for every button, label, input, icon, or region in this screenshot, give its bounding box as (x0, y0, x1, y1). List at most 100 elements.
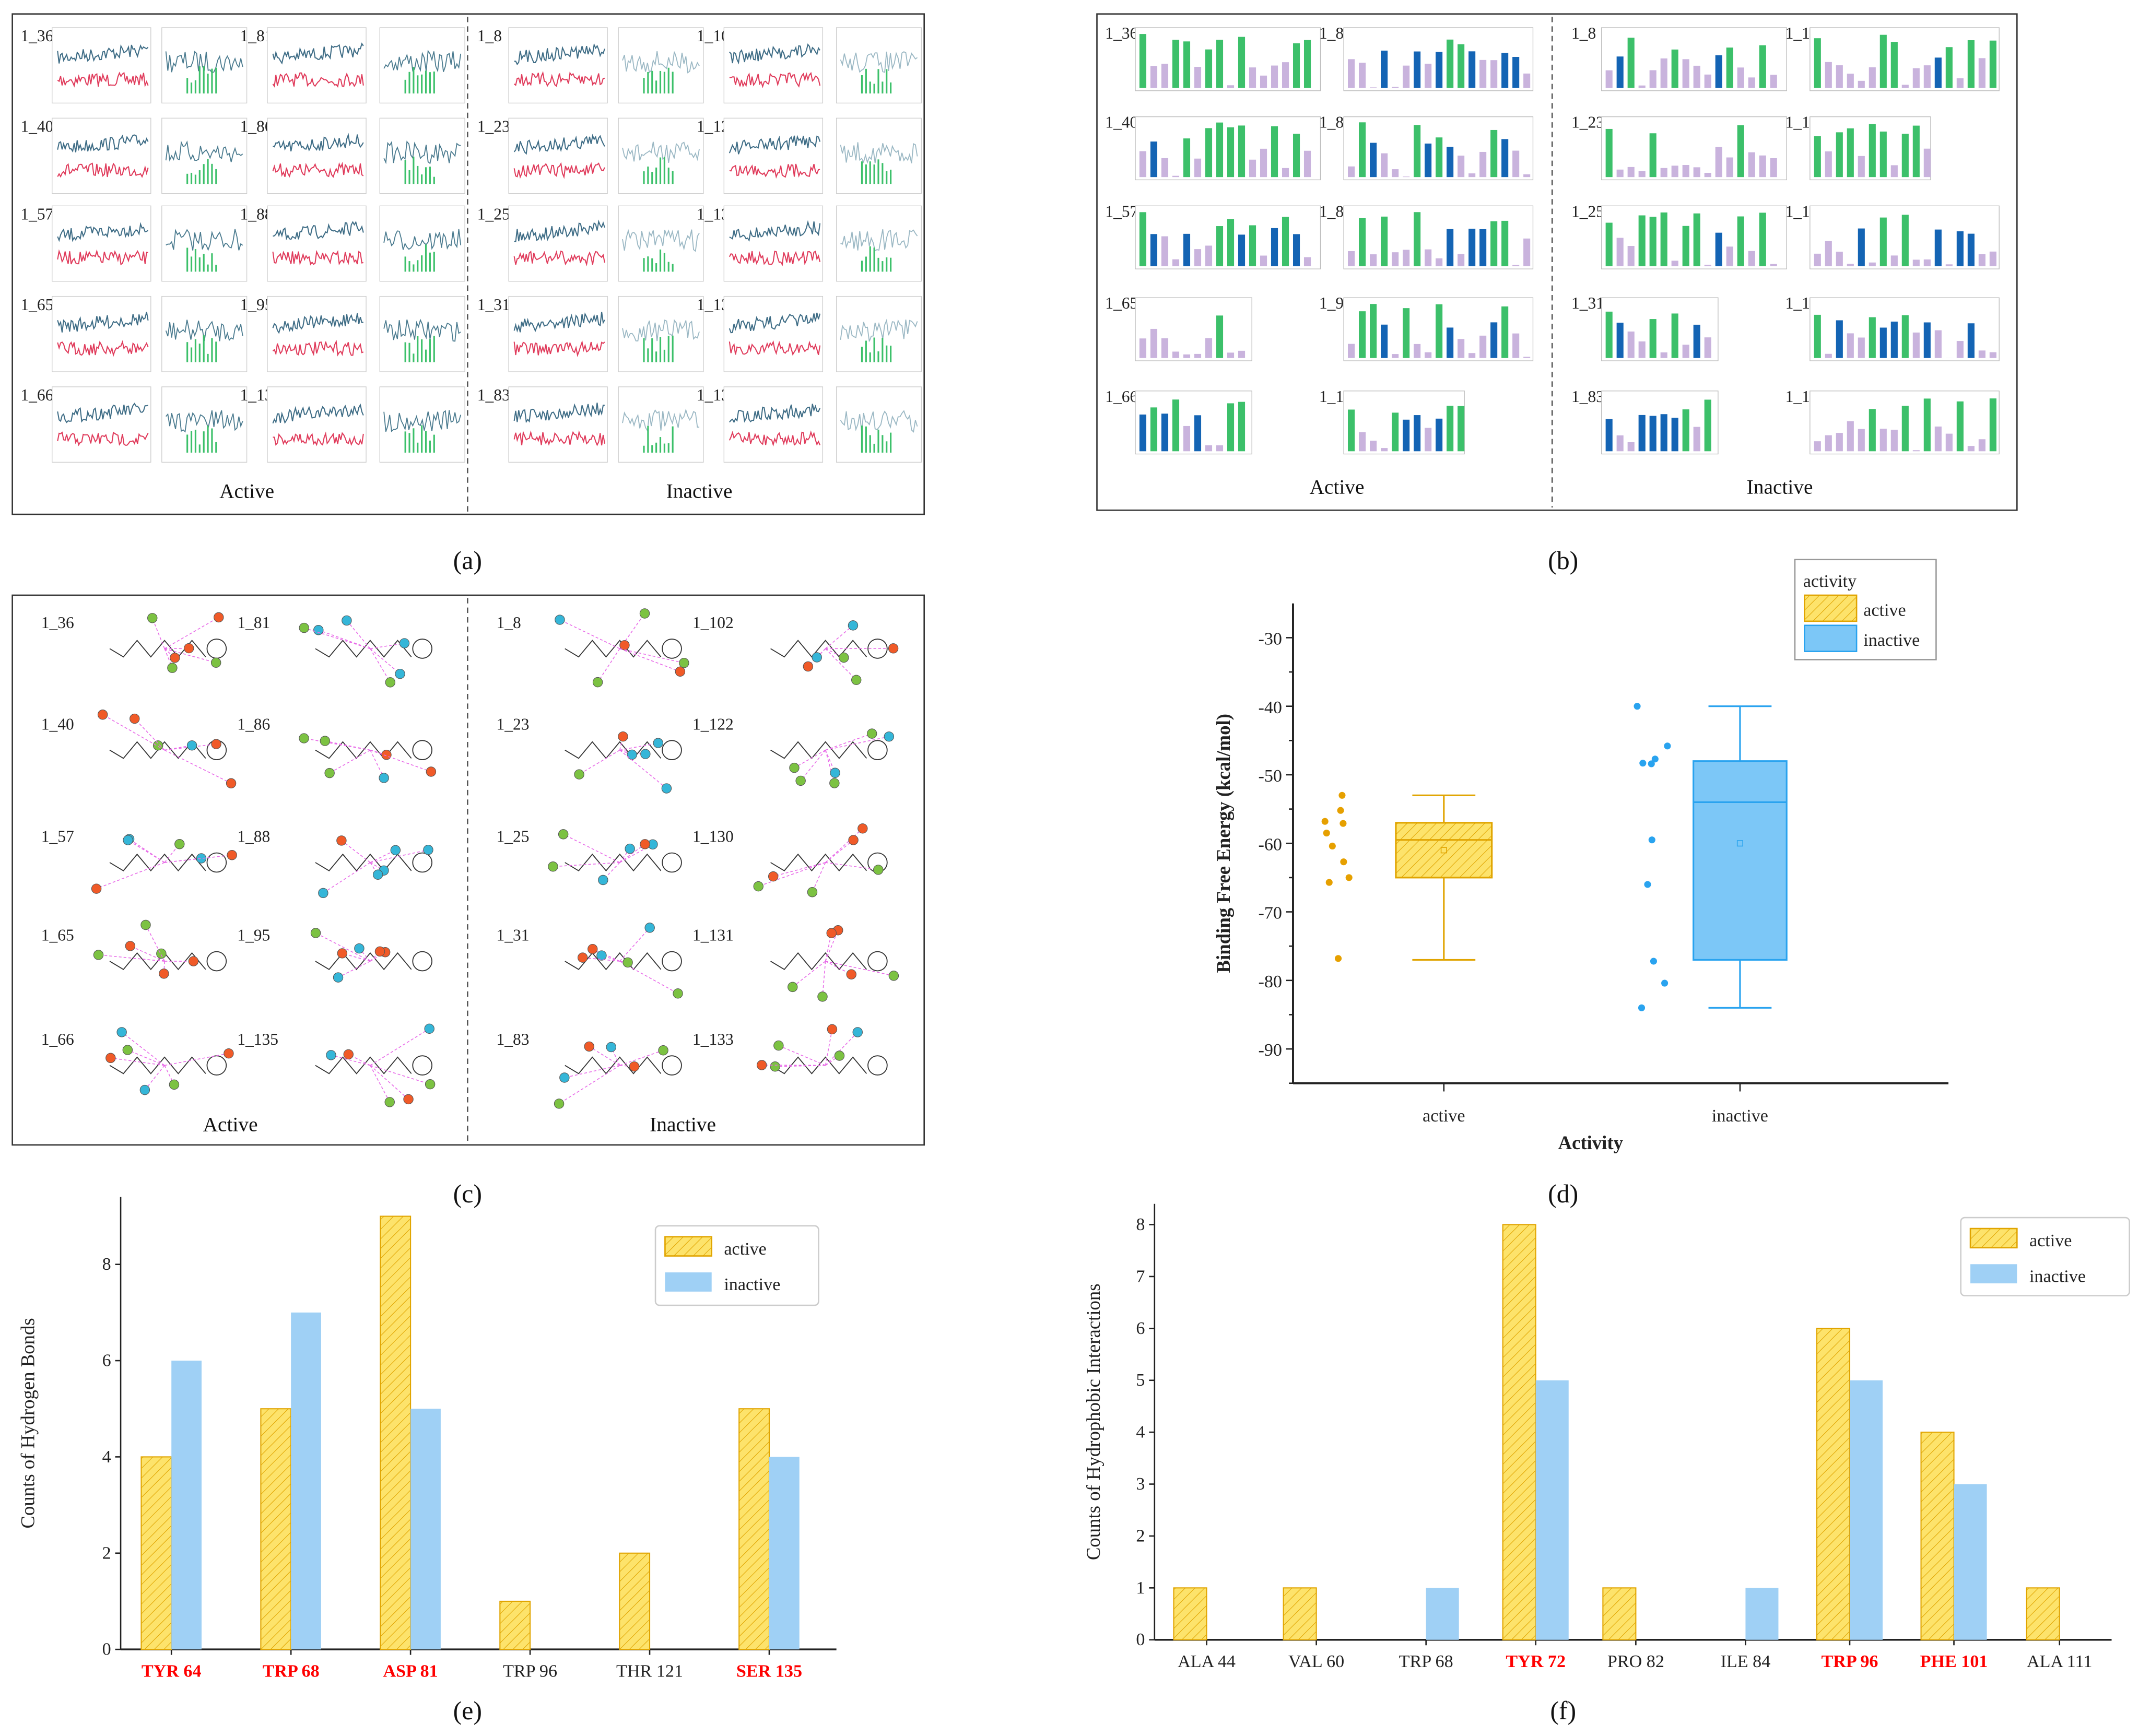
bar-inactive (1849, 1380, 1883, 1640)
rmsd-line (57, 222, 149, 242)
interaction-bar (1638, 85, 1646, 88)
residue-node (379, 773, 389, 783)
x-tick-label: ILE 84 (1721, 1652, 1771, 1671)
compound-id: 1_86 (237, 715, 270, 733)
ligand-skeleton (565, 741, 662, 759)
y-tick-label: -40 (1258, 698, 1282, 717)
interaction-bar (1392, 354, 1399, 358)
interaction-bar (1671, 313, 1678, 358)
interaction-fraction-chart (1135, 27, 1321, 91)
contact-bar (421, 74, 423, 94)
y-tick-label: -60 (1258, 835, 1282, 854)
contact-bar (203, 254, 205, 272)
interaction-line (127, 1049, 165, 1066)
interaction-bar (1293, 43, 1300, 88)
interaction-bar (1825, 62, 1832, 88)
interaction-line (331, 1055, 371, 1066)
interaction-bar (1836, 433, 1843, 452)
interaction-fraction-chart (1601, 205, 1787, 269)
residue-node (123, 835, 133, 845)
residue-node (424, 1023, 434, 1034)
contact-bar (433, 336, 435, 362)
interaction-bar (1682, 226, 1689, 266)
contact-bar (194, 339, 196, 362)
residue-node (399, 638, 410, 648)
interaction-bar (1172, 399, 1180, 452)
interaction-bar (1726, 157, 1733, 178)
rmsf-thumbnail (379, 205, 465, 282)
rmsf-line (383, 140, 461, 164)
rmsf-line (840, 318, 918, 342)
contact-bar (215, 67, 217, 94)
interaction-bar (1836, 320, 1843, 358)
contact-bar (417, 75, 419, 94)
contact-bar (186, 434, 189, 453)
interaction-bar (1638, 171, 1646, 178)
rmsd-line (513, 312, 605, 333)
interaction-bar (1523, 357, 1531, 358)
bar-active (140, 1456, 172, 1650)
residue-node (839, 652, 849, 663)
rmsd-line (57, 162, 149, 178)
ligand-interaction-diagram (91, 834, 237, 894)
contact-bar (882, 337, 884, 362)
residue-node (403, 1094, 414, 1105)
residue-node (559, 1072, 570, 1083)
residue-node (888, 971, 899, 981)
residue-node (618, 731, 628, 742)
contact-bar (663, 157, 665, 184)
contact-bar (651, 172, 653, 184)
compound-id: 1_36 (41, 613, 74, 632)
contact-bar (877, 257, 879, 272)
rmsd-line (729, 312, 821, 334)
interaction-bar (1425, 143, 1432, 178)
rmsf-thumbnail (836, 27, 922, 104)
compound-id: 1_83 (496, 1030, 529, 1048)
x-tick-label: ALA 44 (1178, 1652, 1236, 1671)
residue-node (788, 982, 798, 993)
residue-node (211, 739, 221, 749)
interaction-line (775, 1065, 826, 1067)
interaction-bar (1858, 337, 1865, 358)
data-point (1338, 792, 1346, 799)
interaction-line (130, 946, 165, 962)
residue-node (227, 850, 237, 860)
contact-bar (869, 81, 871, 94)
ring (412, 740, 432, 760)
contact-bar (429, 252, 431, 272)
interaction-bar (1704, 265, 1711, 266)
ligand-interaction-diagram (565, 923, 683, 999)
contact-bar (433, 71, 435, 94)
interaction-bar (1150, 328, 1158, 358)
interaction-bar (1759, 155, 1766, 178)
residue-node (554, 1099, 565, 1109)
compound-id: 1_31 (1571, 294, 1604, 312)
residue-node (299, 733, 309, 743)
legend: activity active inactive (1794, 559, 1937, 660)
contact-bar (408, 72, 410, 94)
interaction-bar (1512, 265, 1520, 266)
interaction-bar (1183, 41, 1191, 88)
contact-bar (873, 84, 875, 94)
interaction-bar (1814, 253, 1821, 266)
bar-active (499, 1600, 531, 1650)
interaction-bar (1501, 53, 1509, 88)
contact-bar (659, 249, 662, 272)
rmsf-line (166, 228, 243, 251)
y-tick-label: 0 (102, 1640, 111, 1659)
interaction-bar (1436, 304, 1443, 358)
residue-node (768, 871, 779, 882)
interaction-bar (1425, 428, 1432, 452)
contact-bar (873, 337, 875, 362)
contact-bar (865, 340, 867, 362)
rmsf-thumbnail (618, 205, 704, 282)
interaction-bar (1271, 65, 1278, 88)
residue-node (188, 956, 199, 966)
compound-id: 1_57 (20, 205, 53, 223)
interaction-bar (1616, 169, 1624, 178)
interaction-bar (1704, 337, 1711, 358)
rmsd-line (513, 250, 605, 267)
compound-id: 1_66 (41, 1030, 74, 1048)
contact-bar (663, 349, 665, 362)
contact-bar (186, 78, 189, 94)
